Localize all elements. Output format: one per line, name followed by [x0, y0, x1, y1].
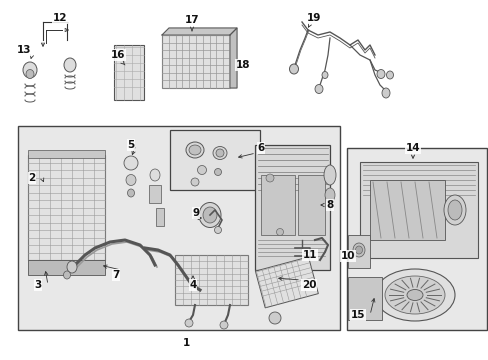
Ellipse shape [214, 168, 221, 176]
Text: 12: 12 [53, 13, 67, 23]
Ellipse shape [124, 156, 138, 170]
Ellipse shape [67, 261, 77, 273]
Ellipse shape [26, 69, 34, 78]
Bar [175, 255, 247, 305]
Ellipse shape [126, 175, 136, 185]
Text: 5: 5 [127, 140, 134, 150]
Bar [347, 277, 381, 320]
Text: 3: 3 [34, 280, 41, 290]
Ellipse shape [197, 166, 206, 175]
Bar [261, 175, 294, 235]
Ellipse shape [23, 62, 37, 78]
Ellipse shape [443, 195, 465, 225]
Ellipse shape [352, 243, 364, 257]
Ellipse shape [203, 207, 217, 223]
Ellipse shape [374, 269, 454, 321]
Ellipse shape [276, 229, 283, 235]
Text: 16: 16 [110, 50, 125, 60]
Polygon shape [229, 28, 237, 88]
Bar [297, 175, 325, 235]
Ellipse shape [384, 276, 444, 314]
Bar [156, 208, 163, 226]
Bar [162, 35, 229, 88]
Text: 15: 15 [350, 310, 365, 320]
Ellipse shape [314, 85, 323, 94]
Ellipse shape [185, 142, 203, 158]
Ellipse shape [355, 246, 362, 254]
Bar [347, 235, 369, 268]
Bar [254, 145, 329, 270]
Ellipse shape [406, 289, 422, 301]
Ellipse shape [381, 88, 389, 98]
Ellipse shape [265, 174, 273, 182]
Text: 11: 11 [302, 250, 317, 260]
Bar [28, 155, 105, 260]
Text: 19: 19 [306, 13, 321, 23]
Bar [28, 150, 105, 158]
Ellipse shape [199, 202, 221, 228]
Text: 2: 2 [28, 173, 36, 183]
Bar [28, 260, 105, 275]
Bar [369, 180, 444, 240]
Ellipse shape [184, 319, 193, 327]
Text: 4: 4 [189, 280, 196, 290]
Ellipse shape [127, 189, 134, 197]
Bar [18, 126, 339, 330]
Ellipse shape [324, 165, 335, 185]
Text: 10: 10 [340, 251, 354, 261]
Ellipse shape [447, 200, 461, 220]
Ellipse shape [213, 147, 226, 159]
Text: 14: 14 [405, 143, 420, 153]
Bar [346, 148, 486, 330]
Bar [170, 130, 260, 190]
Text: 6: 6 [257, 143, 264, 153]
Bar [149, 185, 161, 203]
Ellipse shape [189, 145, 201, 155]
Ellipse shape [220, 321, 227, 329]
Bar [359, 162, 477, 258]
Text: 1: 1 [182, 338, 189, 348]
Text: 17: 17 [184, 15, 199, 25]
Text: 7: 7 [112, 270, 120, 280]
Ellipse shape [63, 271, 70, 279]
Ellipse shape [191, 178, 199, 186]
Text: 9: 9 [192, 208, 199, 218]
Text: 18: 18 [235, 60, 250, 70]
Text: 20: 20 [301, 280, 316, 290]
Ellipse shape [321, 72, 327, 78]
Ellipse shape [325, 188, 334, 202]
Bar [255, 257, 318, 308]
Ellipse shape [64, 58, 76, 72]
Bar [114, 45, 143, 100]
Ellipse shape [289, 64, 298, 74]
Text: 8: 8 [325, 200, 333, 210]
Ellipse shape [268, 312, 281, 324]
Ellipse shape [216, 149, 224, 157]
Ellipse shape [150, 169, 160, 181]
Ellipse shape [376, 69, 384, 78]
Ellipse shape [386, 71, 393, 79]
Ellipse shape [214, 226, 221, 234]
Text: 13: 13 [17, 45, 31, 55]
Polygon shape [162, 28, 237, 35]
